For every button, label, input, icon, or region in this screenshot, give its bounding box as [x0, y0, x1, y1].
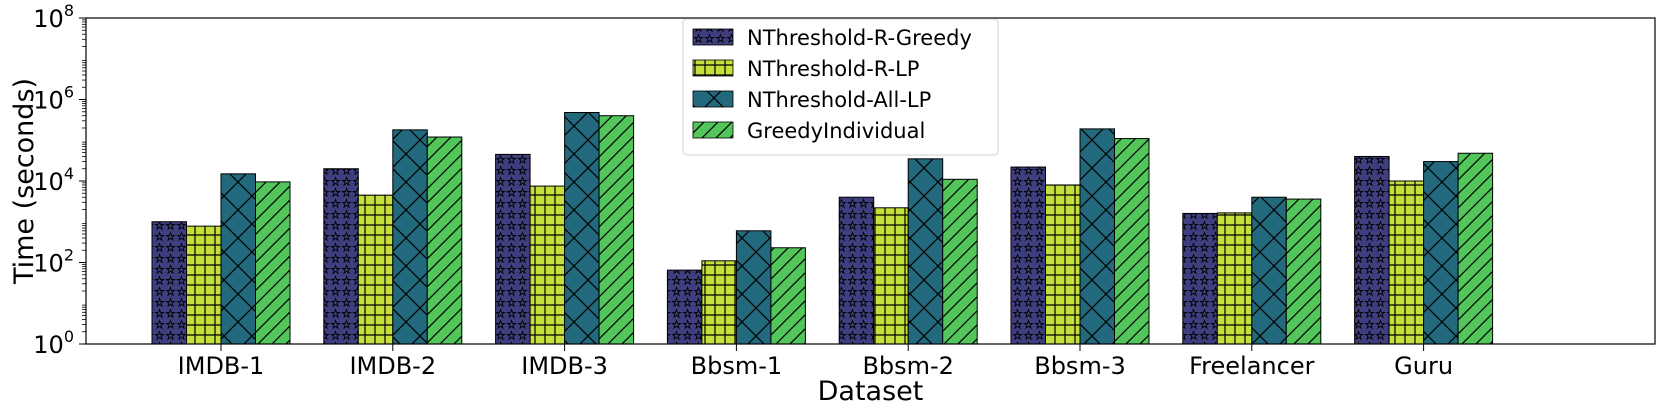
x-tick-label: Freelancer — [1189, 352, 1314, 380]
y-axis-title: Time (seconds) — [9, 78, 40, 285]
bar-hatch-greedyindividual-guru — [1457, 152, 1494, 345]
y-axis: 100 102 104 106 108 — [33, 1, 86, 359]
bar-hatch-nthreshold-r-greedy-guru — [1354, 155, 1390, 345]
bar-hatch-nthreshold-r-lp-imdb-2 — [357, 194, 394, 345]
bar-hatch-nthreshold-r-greedy-freelancer — [1182, 212, 1218, 345]
bar-hatch-nthreshold-r-lp-imdb-1 — [186, 225, 222, 345]
legend: NThreshold-R-Greedy NThreshold-R-LP NThres… — [682, 18, 999, 156]
bar-hatch-nthreshold-r-greedy-imdb-3 — [495, 153, 531, 345]
x-tick-label: Bbsm-2 — [862, 352, 954, 380]
y-tick-label: 102 — [33, 246, 74, 278]
legend-swatch-hatch-greedyindividual — [692, 121, 734, 139]
x-axis-title: Dataset — [818, 376, 924, 407]
x-tick-label: Guru — [1394, 352, 1453, 380]
legend-label-nthreshold-r-lp: NThreshold-R-LP — [747, 57, 919, 81]
bar-hatch-nthreshold-all-lp-bbsm-2 — [907, 158, 944, 345]
bar-hatch-nthreshold-r-greedy-imdb-1 — [151, 221, 187, 345]
x-tick-label: Bbsm-3 — [1034, 352, 1126, 380]
bar-hatch-nthreshold-r-lp-guru — [1388, 180, 1425, 345]
legend-label-nthreshold-all-lp: NThreshold-All-LP — [747, 88, 931, 112]
bar-hatch-nthreshold-r-lp-bbsm-1 — [701, 260, 737, 345]
bars-group — [151, 111, 1494, 345]
bar-hatch-nthreshold-r-lp-imdb-3 — [529, 185, 566, 345]
bar-hatch-nthreshold-all-lp-guru — [1423, 161, 1459, 345]
y-tick-label: 108 — [33, 1, 74, 33]
bar-hatch-nthreshold-r-greedy-bbsm-1 — [666, 269, 703, 345]
y-tick-label: 100 — [33, 327, 74, 359]
bar-hatch-nthreshold-all-lp-bbsm-3 — [1079, 128, 1115, 345]
bar-hatch-nthreshold-r-greedy-bbsm-3 — [1010, 166, 1046, 345]
x-tick-label: IMDB-3 — [521, 352, 608, 380]
bar-hatch-nthreshold-r-lp-bbsm-3 — [1045, 184, 1081, 345]
bar-hatch-nthreshold-r-lp-freelancer — [1216, 212, 1253, 345]
x-tick-label: IMDB-1 — [178, 352, 265, 380]
x-tick-label: IMDB-2 — [349, 352, 436, 380]
bar-hatch-greedyindividual-imdb-2 — [426, 136, 463, 345]
bar-hatch-greedyindividual-freelancer — [1285, 198, 1322, 345]
y-tick-label: 106 — [33, 83, 74, 115]
bar-hatch-nthreshold-all-lp-bbsm-1 — [735, 230, 772, 345]
legend-frame — [682, 18, 999, 156]
bar-hatch-greedyindividual-bbsm-2 — [942, 178, 978, 345]
legend-swatch-hatch-nthreshold-r-greedy — [692, 28, 734, 46]
bar-hatch-nthreshold-all-lp-imdb-1 — [220, 173, 256, 345]
legend-swatch-hatch-nthreshold-r-lp — [692, 59, 734, 77]
bar-hatch-greedyindividual-imdb-3 — [598, 115, 635, 345]
bar-hatch-nthreshold-r-lp-bbsm-2 — [873, 207, 909, 345]
legend-label-greedyindividual: GreedyIndividual — [747, 119, 925, 143]
bar-hatch-nthreshold-all-lp-imdb-3 — [564, 111, 600, 345]
legend-swatch-hatch-nthreshold-all-lp — [692, 90, 734, 108]
bar-hatch-nthreshold-r-greedy-imdb-2 — [323, 168, 359, 345]
x-axis: IMDB-1 IMDB-2 IMDB-3 Bbsm-1 Bbsm-2 Bbsm-3 Free… — [178, 344, 1453, 380]
bar-hatch-greedyindividual-imdb-1 — [255, 181, 291, 345]
bar-hatch-nthreshold-all-lp-imdb-2 — [392, 129, 428, 345]
bar-hatch-greedyindividual-bbsm-3 — [1114, 138, 1150, 345]
x-tick-label: Bbsm-1 — [691, 352, 783, 380]
bar-hatch-nthreshold-r-greedy-bbsm-2 — [838, 196, 875, 345]
bar-hatch-nthreshold-all-lp-freelancer — [1251, 196, 1287, 345]
y-tick-label: 104 — [33, 164, 74, 196]
legend-label-nthreshold-r-greedy: NThreshold-R-Greedy — [747, 26, 972, 50]
bar-hatch-greedyindividual-bbsm-1 — [770, 247, 806, 345]
